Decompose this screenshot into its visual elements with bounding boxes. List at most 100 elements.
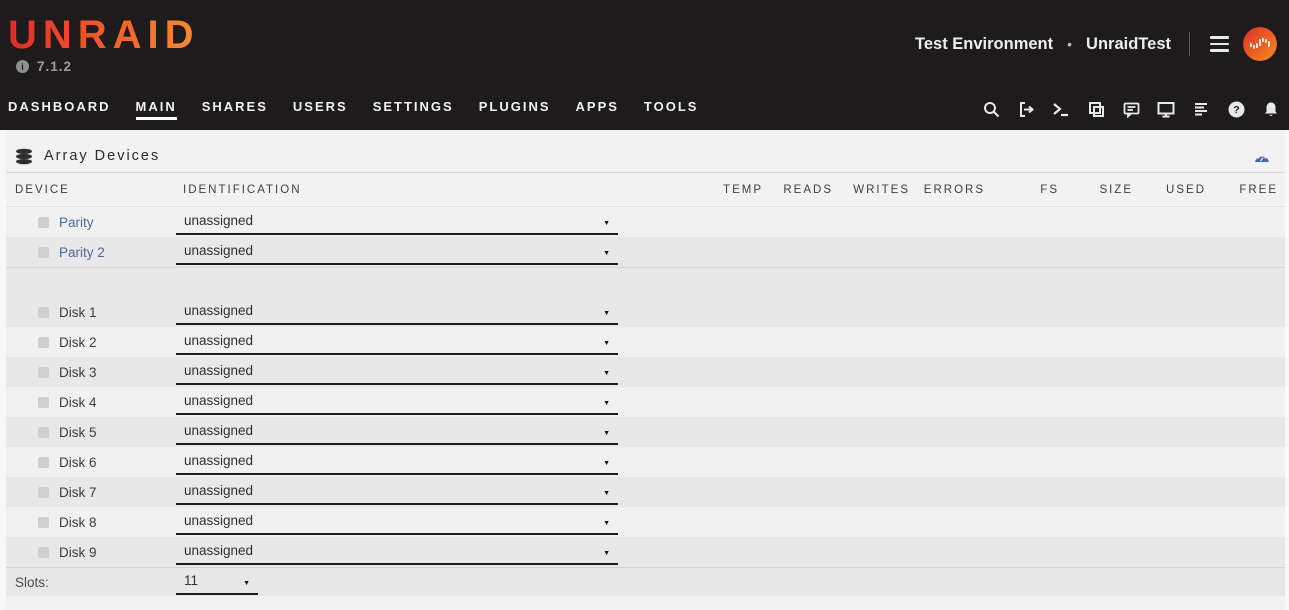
table-row: Disk 1 unassigned ▼ bbox=[6, 297, 1285, 327]
nav-item-main[interactable]: MAIN bbox=[135, 99, 177, 120]
unraid-logo: UNRAID bbox=[8, 13, 200, 57]
menu-icon[interactable] bbox=[1208, 32, 1231, 56]
identification-select[interactable]: unassigned ▼ bbox=[176, 418, 618, 445]
identification-select[interactable]: unassigned ▼ bbox=[176, 508, 618, 535]
nav-bar: DASHBOARD MAIN SHARES USERS SETTINGS PLUGINS A… bbox=[0, 88, 1289, 130]
spacer-row bbox=[6, 267, 1285, 297]
identification-select-value: unassigned bbox=[184, 423, 254, 438]
chevron-down-icon: ▼ bbox=[603, 370, 610, 377]
nav-item-shares[interactable]: SHARES bbox=[202, 99, 268, 120]
chevron-down-icon: ▼ bbox=[603, 520, 610, 527]
status-indicator bbox=[38, 216, 49, 228]
panel-title: Array Devices bbox=[44, 148, 161, 164]
nav-item-apps[interactable]: APPS bbox=[576, 99, 619, 120]
status-indicator bbox=[38, 456, 49, 468]
column-header-used: USED bbox=[1166, 183, 1206, 196]
column-header-temp: TEMP bbox=[723, 183, 763, 196]
nav-item-users[interactable]: USERS bbox=[293, 99, 348, 120]
identification-select[interactable]: unassigned ▼ bbox=[176, 388, 618, 415]
table-row: Disk 7 unassigned ▼ bbox=[6, 477, 1285, 507]
log-icon[interactable] bbox=[1192, 100, 1210, 118]
chevron-down-icon: ▼ bbox=[603, 250, 610, 257]
identification-select-value: unassigned bbox=[184, 333, 254, 348]
device-label: Disk 9 bbox=[59, 544, 97, 560]
nav-item-settings[interactable]: SETTINGS bbox=[373, 99, 454, 120]
identification-select-value: unassigned bbox=[184, 453, 254, 468]
table-row: Disk 8 unassigned ▼ bbox=[6, 507, 1285, 537]
device-link[interactable]: Parity bbox=[59, 214, 94, 230]
svg-text:?: ? bbox=[1233, 104, 1239, 116]
feedback-icon[interactable] bbox=[1122, 100, 1140, 118]
slots-row: Slots: 11 ▼ bbox=[6, 567, 1285, 596]
table-row: Disk 9 unassigned ▼ bbox=[6, 537, 1285, 567]
notifications-icon[interactable] bbox=[1262, 100, 1280, 118]
slots-select-value: 11 bbox=[184, 573, 199, 588]
identification-select-value: unassigned bbox=[184, 393, 254, 408]
identification-select[interactable]: unassigned ▼ bbox=[176, 478, 618, 505]
chevron-down-icon: ▼ bbox=[603, 430, 610, 437]
identification-select[interactable]: unassigned ▼ bbox=[176, 328, 618, 355]
identification-select-value: unassigned bbox=[184, 303, 254, 318]
nav-item-label: SETTINGS bbox=[372, 98, 454, 114]
device-label: Disk 7 bbox=[59, 484, 97, 500]
avatar[interactable] bbox=[1243, 27, 1277, 61]
chevron-down-icon: ▼ bbox=[243, 580, 250, 587]
slots-label: Slots: bbox=[15, 575, 49, 590]
version-row: i 7.1.2 bbox=[8, 59, 200, 74]
column-header-identification: IDENTIFICATION bbox=[183, 183, 302, 196]
chevron-down-icon: ▼ bbox=[603, 460, 610, 467]
chevron-down-icon: ▼ bbox=[603, 490, 610, 497]
table-row: Disk 2 unassigned ▼ bbox=[6, 327, 1285, 357]
logout-icon[interactable] bbox=[1017, 100, 1035, 118]
column-header-free: FREE bbox=[1239, 183, 1278, 196]
device-label: Disk 3 bbox=[59, 364, 97, 380]
nav-item-tools[interactable]: TOOLS bbox=[644, 99, 699, 120]
chevron-down-icon: ▼ bbox=[603, 310, 610, 317]
gauge-icon[interactable] bbox=[1254, 149, 1270, 163]
server-name: UnraidTest bbox=[1086, 34, 1171, 53]
status-indicator bbox=[38, 516, 49, 528]
nav-item-dashboard[interactable]: DASHBOARD bbox=[8, 99, 111, 120]
device-link[interactable]: Parity 2 bbox=[59, 244, 105, 260]
nav-item-plugins[interactable]: PLUGINS bbox=[479, 99, 551, 120]
status-indicator bbox=[38, 336, 49, 348]
nav-item-label: APPS bbox=[575, 98, 619, 114]
table-header-row: DEVICE IDENTIFICATION TEMP READS WRITES ERROR… bbox=[6, 173, 1285, 207]
brand-row: UNRAID i 7.1.2 Test Environment • Unraid… bbox=[0, 0, 1289, 88]
status-indicator bbox=[38, 546, 49, 558]
nav-item-label: MAIN bbox=[135, 99, 177, 120]
identification-select[interactable]: unassigned ▼ bbox=[176, 358, 618, 385]
terminal-icon[interactable] bbox=[1052, 100, 1070, 118]
chevron-down-icon: ▼ bbox=[603, 340, 610, 347]
table-row: Parity unassigned ▼ bbox=[6, 207, 1285, 237]
server-identity: Test Environment • UnraidTest bbox=[915, 27, 1277, 61]
help-icon[interactable]: ? bbox=[1227, 100, 1245, 118]
chevron-down-icon: ▼ bbox=[603, 400, 610, 407]
environment-label: Test Environment bbox=[914, 34, 1054, 53]
table-row: Disk 5 unassigned ▼ bbox=[6, 417, 1285, 447]
status-indicator bbox=[38, 426, 49, 438]
identification-select[interactable]: unassigned ▼ bbox=[176, 298, 618, 325]
array-devices-panel-header: Array Devices bbox=[6, 140, 1285, 173]
identification-select[interactable]: unassigned ▼ bbox=[176, 448, 618, 475]
content-bottom-strip bbox=[6, 596, 1285, 610]
column-header-fs: FS bbox=[1040, 183, 1059, 196]
copy-icon[interactable] bbox=[1087, 100, 1105, 118]
search-icon[interactable] bbox=[982, 100, 1000, 118]
identification-select[interactable]: unassigned ▼ bbox=[176, 238, 618, 265]
nav-item-label: PLUGINS bbox=[478, 98, 551, 114]
device-label: Disk 4 bbox=[59, 394, 97, 410]
content-area: Array Devices DEVICE IDENTIFICATION TEMP RE… bbox=[6, 130, 1285, 610]
column-header-writes: WRITES bbox=[853, 183, 910, 196]
dot-separator: • bbox=[1067, 36, 1073, 52]
top-header: UNRAID i 7.1.2 Test Environment • Unraid… bbox=[0, 0, 1289, 130]
monitor-icon[interactable] bbox=[1157, 100, 1175, 118]
table-row: Disk 3 unassigned ▼ bbox=[6, 357, 1285, 387]
info-icon[interactable]: i bbox=[16, 60, 29, 73]
identification-select[interactable]: unassigned ▼ bbox=[176, 538, 618, 565]
identification-select-value: unassigned bbox=[184, 363, 254, 378]
identification-select[interactable]: unassigned ▼ bbox=[176, 208, 618, 235]
nav-item-label: SHARES bbox=[201, 98, 268, 114]
column-header-reads: READS bbox=[783, 183, 833, 196]
slots-select[interactable]: 11 ▼ bbox=[176, 568, 258, 595]
